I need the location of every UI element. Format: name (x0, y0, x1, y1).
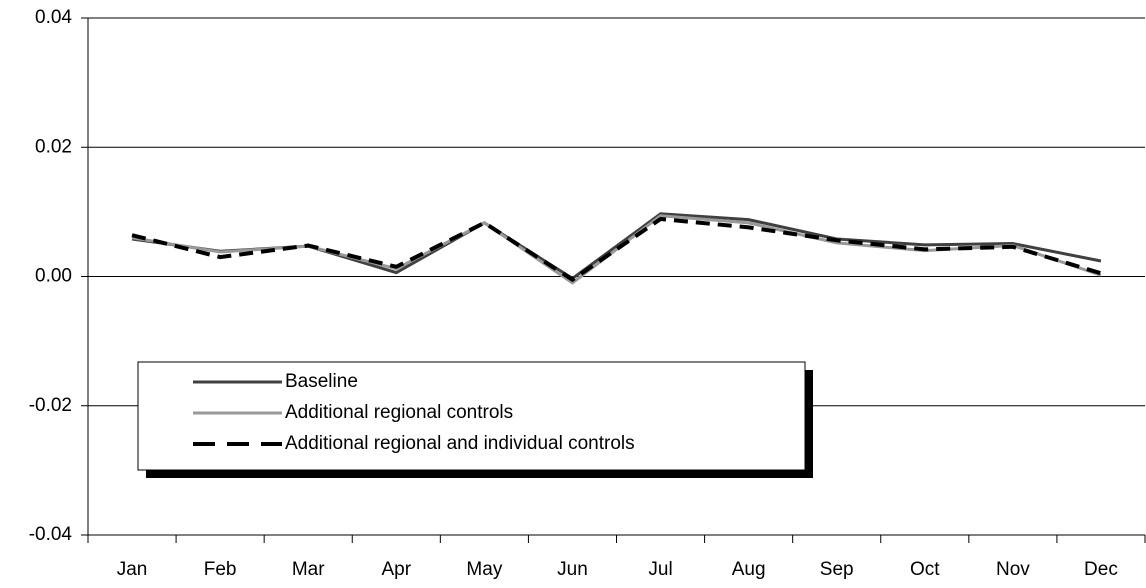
y-tick-label: -0.04 (29, 524, 73, 545)
y-tick-label: 0.02 (35, 136, 72, 157)
legend-label: Additional regional controls (285, 402, 513, 423)
legend-label: Baseline (285, 371, 358, 392)
y-tick-label: -0.02 (29, 395, 72, 416)
legend-label: Additional regional and individual contr… (285, 433, 635, 454)
legend (137, 361, 806, 471)
y-tick-label: 0.00 (35, 266, 72, 287)
x-tick-label: Jan (117, 559, 148, 580)
series-line (131, 212, 1102, 281)
x-tick-label: May (466, 559, 502, 580)
y-tick-label: 0.04 (35, 7, 72, 28)
x-tick-label: Aug (732, 559, 766, 580)
x-tick-label: Apr (382, 559, 412, 580)
x-tick-label: Mar (292, 559, 325, 580)
series-line (131, 216, 1102, 283)
x-tick-label: Nov (996, 559, 1030, 580)
x-tick-label: Dec (1084, 559, 1118, 580)
x-tick-label: Jun (557, 559, 588, 580)
x-tick-label: Oct (910, 559, 940, 580)
series-line (131, 214, 1102, 285)
x-tick-label: Feb (204, 559, 237, 580)
x-tick-label: Sep (820, 559, 854, 580)
x-tick-label: Jul (648, 559, 672, 580)
